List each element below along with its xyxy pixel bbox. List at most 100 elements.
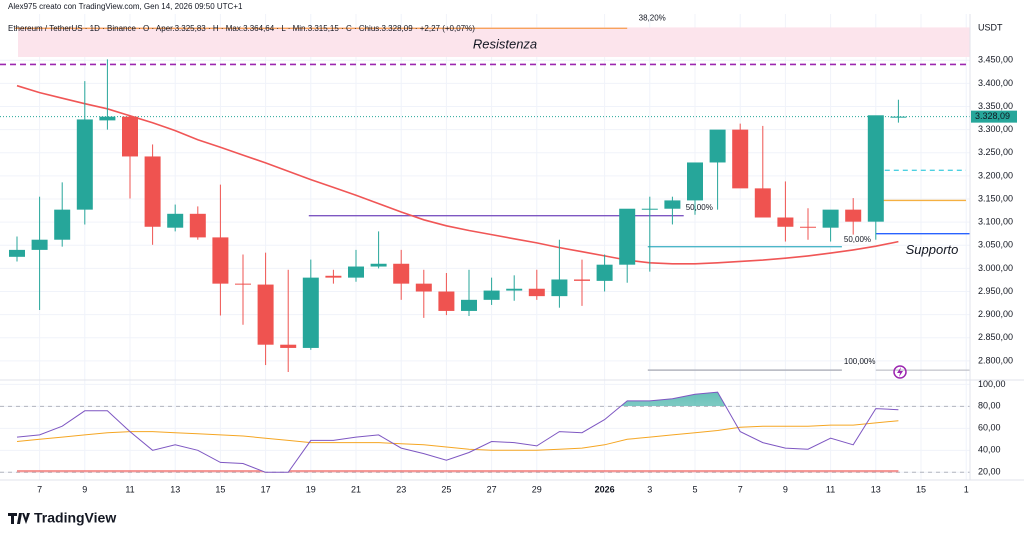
- rsi-tick-label: 100,00: [978, 379, 1006, 389]
- candle-body: [641, 208, 658, 210]
- rsi-ma: [16, 420, 899, 451]
- x-tick-label: 17: [261, 484, 271, 494]
- y-tick-label: 2.950,00: [978, 286, 1013, 296]
- candle-body: [619, 208, 636, 265]
- candle-body: [438, 291, 455, 311]
- plot-area: 38,20% 50,00% 50,00% 100,00% Supporto: [0, 13, 970, 480]
- candle-body: [483, 290, 500, 300]
- candle-body: [54, 209, 71, 240]
- alert-icon: [893, 365, 907, 379]
- x-tick-label: 9: [82, 484, 87, 494]
- y-tick-label: 3.100,00: [978, 217, 1013, 227]
- resistance-zone: [18, 27, 970, 58]
- x-tick-label: 5: [692, 484, 697, 494]
- x-tick-label: 13: [170, 484, 180, 494]
- candle-body: [235, 283, 251, 285]
- x-tick-label: 9: [783, 484, 788, 494]
- rsi-line: [16, 391, 899, 473]
- rsi-fill: [621, 392, 726, 406]
- candle-body: [122, 116, 138, 157]
- x-tick-label: 29: [532, 484, 542, 494]
- rsi-fill-group: [17, 470, 899, 473]
- x-tick-label: 11: [826, 484, 835, 494]
- candle-body: [687, 162, 703, 201]
- x-tick-label: 7: [738, 484, 743, 494]
- candle-body: [415, 283, 432, 292]
- x-tick-label: 21: [351, 484, 361, 494]
- x-tick-label: 25: [441, 484, 451, 494]
- x-tick-label: 15: [215, 484, 225, 494]
- candle-body: [370, 263, 387, 267]
- y-tick-label: 3.300,00: [978, 124, 1013, 134]
- candle-body: [302, 277, 319, 348]
- candle-body: [596, 264, 613, 281]
- x-tick-label: 7: [37, 484, 42, 494]
- rsi-tick-label: 40,00: [978, 445, 1001, 455]
- candle-body: [574, 279, 590, 281]
- y-unit: USDT: [978, 22, 1003, 32]
- candle-body: [890, 116, 907, 118]
- candle-body: [528, 288, 545, 297]
- y-tick-label: 3.000,00: [978, 263, 1013, 273]
- y-tick-label: 3.450,00: [978, 55, 1013, 65]
- candle-body: [393, 263, 410, 284]
- fib-label: 38,20%: [639, 13, 666, 22]
- y-tick-label: 3.050,00: [978, 240, 1013, 250]
- candle-body: [280, 344, 297, 348]
- candle-body: [167, 213, 184, 228]
- x-tick-label: 1: [964, 484, 969, 494]
- x-tick-label: 15: [916, 484, 926, 494]
- candle-body: [99, 116, 116, 121]
- rsi-tick-label: 60,00: [978, 423, 1001, 433]
- x-tick-label: 2026: [595, 484, 615, 494]
- candle-body: [800, 226, 816, 228]
- candle-body: [76, 119, 93, 210]
- header: Alex975 creato con TradingView.com, Gen …: [8, 2, 243, 11]
- fib-label: 50,00%: [844, 235, 871, 244]
- candle-body: [867, 115, 884, 222]
- rsi-fill: [17, 470, 899, 473]
- resistance-label: Resistenza: [473, 37, 537, 52]
- x-tick-label: 11: [125, 484, 134, 494]
- last-price-box: [971, 110, 1017, 123]
- logo: TradingView: [8, 510, 116, 526]
- candle-body: [754, 188, 771, 218]
- candle-body: [212, 237, 229, 284]
- y-tick-label: 2.900,00: [978, 309, 1013, 319]
- last-price-label: 3.328,09: [975, 111, 1010, 121]
- moving-average: [16, 84, 899, 265]
- x-tick-label: 19: [306, 484, 316, 494]
- rsi-tick-label: 20,00: [978, 467, 1001, 477]
- rsi-fill-group: [621, 392, 726, 406]
- y-tick-label: 3.250,00: [978, 147, 1013, 157]
- y-tick-label: 2.800,00: [978, 355, 1013, 365]
- y-tick-label: 3.150,00: [978, 193, 1013, 203]
- x-tick-label: 23: [396, 484, 406, 494]
- candle-body: [257, 284, 274, 345]
- x-tick-label: 3: [647, 484, 652, 494]
- candle-body: [845, 209, 862, 222]
- candle-body: [551, 279, 568, 297]
- y-tick-label: 3.400,00: [978, 78, 1013, 88]
- fib-label: 50,00%: [686, 203, 713, 212]
- candle-body: [325, 275, 342, 278]
- candle-body: [664, 200, 681, 209]
- candle-body: [31, 239, 48, 250]
- candle-body: [189, 213, 206, 238]
- rsi-tick-label: 80,00: [978, 401, 1001, 411]
- candle-body: [9, 249, 25, 257]
- candle-body: [144, 156, 161, 227]
- y-tick-label: 3.200,00: [978, 170, 1013, 180]
- legend: Ethereum / TetherUS · 1D · Binance · O ·…: [8, 24, 475, 33]
- candle-body: [777, 217, 794, 227]
- candle-body: [822, 209, 839, 228]
- y-tick-label: 3.350,00: [978, 101, 1013, 111]
- candle-body: [732, 129, 749, 189]
- fib-label: 100,00%: [844, 357, 876, 366]
- logo-text: TradingView: [34, 510, 116, 526]
- x-tick-label: 13: [871, 484, 881, 494]
- y-tick-label: 2.850,00: [978, 332, 1013, 342]
- candle-body: [461, 299, 477, 311]
